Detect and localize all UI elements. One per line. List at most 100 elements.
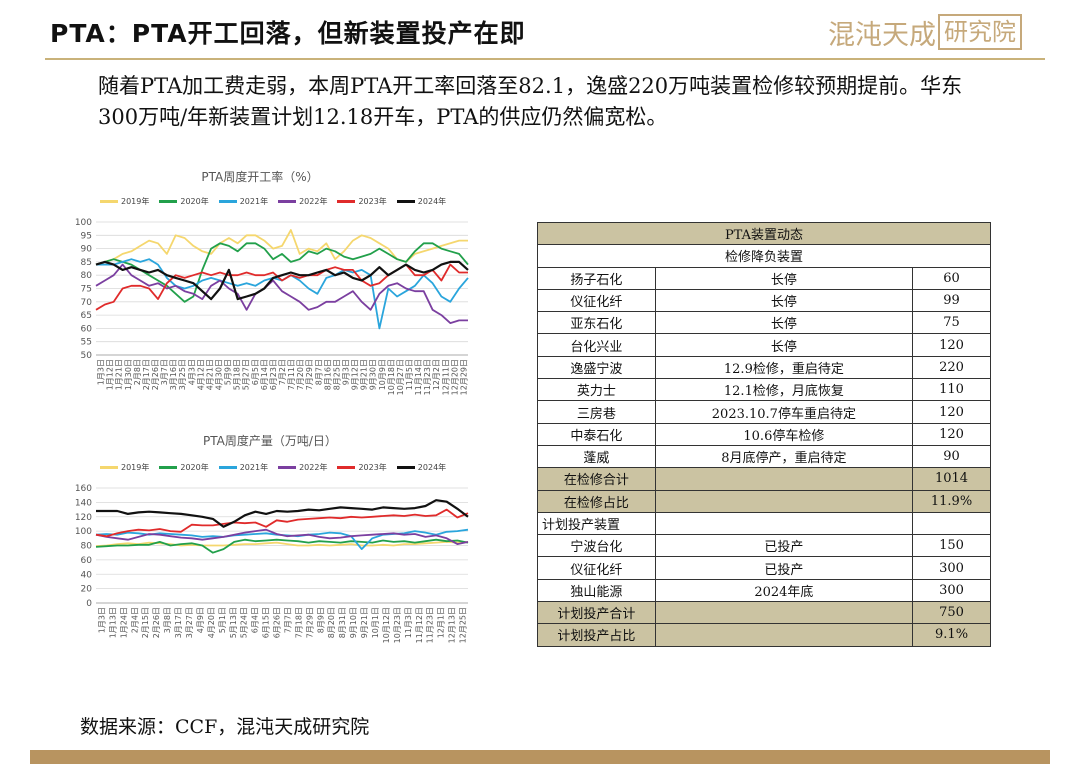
chart2-ytick-label: 40 — [81, 570, 93, 580]
table-row: 台化兴业 长停 120 — [537, 333, 991, 357]
chart2-xtick-label: 12月13日 — [448, 607, 457, 643]
chart2-xtick-label: 4月9日 — [196, 607, 205, 633]
summary-label: 计划投产占比 — [537, 623, 656, 647]
logo-text: 混沌天成 — [828, 19, 936, 51]
unit-status: 10.6停车检修 — [654, 422, 914, 446]
chart1-xtick-label: 12月2日 — [432, 359, 441, 390]
legend-label: 2024年 — [417, 197, 447, 206]
unit-capacity: 75 — [912, 311, 991, 335]
table-cell — [912, 511, 991, 536]
unit-capacity: 120 — [912, 422, 991, 446]
legend-label: 2021年 — [239, 463, 269, 472]
chart2-xtick-label: 6月15日 — [262, 607, 271, 638]
unit-status: 长停 — [654, 333, 914, 357]
legend-swatch — [396, 200, 415, 203]
legend-label: 2023年 — [358, 463, 387, 472]
table-row: 仪征化纤 长停 99 — [537, 288, 991, 313]
table-section-label: 检修降负装置 — [537, 244, 991, 268]
table-row: 中泰石化 10.6停车检修 120 — [537, 422, 991, 446]
chart2-xtick-label: 2月4日 — [130, 607, 139, 633]
legend-swatch — [218, 466, 237, 469]
chart1-legend: 2019年 2020年 2021年 2022年 2023年 2024年 — [100, 196, 446, 207]
chart2-xtick-label: 9月10日 — [349, 607, 358, 638]
chart2-ytick-label: 0 — [86, 599, 92, 609]
header-divider — [45, 58, 1045, 60]
chart2-xtick-label: 7月18日 — [294, 607, 303, 638]
table-row: 仪征化纤 已投产 300 — [537, 556, 991, 580]
legend-swatch — [337, 200, 356, 203]
unit-capacity: 220 — [912, 355, 991, 380]
summary-label: 在检修合计 — [537, 467, 656, 491]
chart1-xtick-label: 6月14日 — [260, 359, 269, 390]
chart1-xtick-label: 12月20日 — [450, 359, 459, 395]
table-row: 逸盛宁波 12.9检修，重启待定 220 — [537, 355, 991, 380]
page-title: PTA：PTA开工回落，但新装置投产在即 — [50, 19, 526, 48]
chart2-xtick-label: 7月29日 — [305, 607, 314, 638]
chart1-series-2022年 — [95, 263, 468, 324]
chart2-xtick-label: 11月23日 — [426, 607, 435, 643]
table-cell — [654, 511, 914, 536]
chart1-xtick-label: 2月17日 — [142, 359, 151, 390]
chart2-xtick-label: 6月26日 — [273, 607, 282, 638]
table-section-label: 计划投产装置 — [537, 511, 656, 536]
chart1-xtick-label: 7月2日 — [278, 359, 287, 385]
legend-swatch — [278, 466, 297, 469]
chart1-xtick-label: 3月25日 — [178, 359, 187, 390]
chart1-xtick-label: 9月30日 — [369, 359, 378, 390]
logo-box-text: 研究院 — [938, 14, 1022, 50]
chart2-ytick-label: 60 — [81, 556, 93, 566]
legend-label: 2024年 — [417, 463, 447, 472]
legend-label: 2022年 — [299, 197, 328, 206]
chart1-series-2021年 — [96, 258, 469, 330]
chart1-xtick-label: 8月16日 — [323, 359, 332, 390]
chart1-xtick-label: 11月14日 — [414, 359, 423, 395]
chart1-xtick-label: 4月12日 — [196, 359, 205, 390]
chart2-legend-item: 2021年 — [218, 462, 269, 473]
legend-label: 2020年 — [180, 197, 209, 206]
chart1-xtick-label: 1月12日 — [106, 359, 115, 390]
chart1-xtick-label: 6月5日 — [251, 359, 260, 385]
unit-name: 宁波台化 — [537, 534, 656, 558]
table-title: PTA装置动态 — [537, 221, 991, 246]
unit-status: 12.9检修，重启待定 — [654, 355, 914, 380]
chart1-ytick-label: 60 — [81, 324, 93, 334]
chart2-xtick-label: 5月24日 — [240, 607, 249, 638]
chart2-ytick-label: 80 — [81, 542, 93, 552]
unit-capacity: 110 — [912, 378, 991, 402]
table-summary-row: 在检修占比 11.9% — [537, 489, 991, 513]
footer-bar — [30, 750, 1050, 764]
legend-swatch — [278, 200, 297, 203]
chart2-xtick-label: 11月3日 — [404, 607, 413, 638]
chart2-xtick-label: 5月1日 — [218, 607, 227, 633]
chart1-xtick-label: 8月25日 — [332, 359, 341, 390]
table-row: 宁波台化 已投产 150 — [537, 534, 991, 558]
chart1-legend-item: 2023年 — [337, 196, 387, 207]
table-row: 蓬威 8月底停产，重启待定 90 — [537, 444, 991, 469]
unit-name: 扬子石化 — [537, 266, 656, 290]
unit-status: 长停 — [654, 288, 914, 313]
unit-status: 8月底停产，重启待定 — [654, 444, 914, 469]
table-summary-row: 计划投产占比 9.1% — [537, 623, 991, 647]
chart1-legend-item: 2021年 — [218, 196, 268, 207]
chart2-series-2023年 — [95, 508, 469, 538]
chart1-xtick-label: 1月21日 — [115, 359, 124, 390]
chart2-xtick-label: 10月12日 — [382, 607, 391, 643]
chart1-operating-rate: 50 55 60 65 70 75 80 85 90 95 100 1月3日 1月12日 1月21日 1月3… — [75, 218, 469, 395]
table-section-row: 检修降负装置 — [537, 244, 991, 268]
legend-label: 2022年 — [299, 463, 328, 472]
unit-name: 逸盛宁波 — [537, 355, 656, 380]
unit-capacity: 300 — [912, 578, 991, 603]
chart1-xtick-label: 12月11日 — [441, 359, 450, 395]
pta-unit-status-table: PTA装置动态 检修降负装置 扬子石化 长停 60 仪征化纤 长停 99 亚东石化 长停 75 台化兴… — [537, 221, 991, 647]
chart1-xtick-label: 11月23日 — [423, 359, 432, 395]
table-section-row: 计划投产装置 — [537, 511, 991, 536]
table-row: 独山能源 2024年底 300 — [537, 578, 991, 603]
unit-name: 仪征化纤 — [537, 288, 656, 313]
table-summary-row: 计划投产合计 750 — [537, 601, 991, 625]
chart2-legend-item: 2020年 — [159, 462, 209, 473]
table-summary-row: 在检修合计 1014 — [537, 467, 991, 491]
chart1-ytick-label: 65 — [81, 311, 92, 321]
chart2-xtick-label: 1月3日 — [97, 607, 106, 633]
chart2-xtick-label: 1月13日 — [108, 607, 117, 638]
